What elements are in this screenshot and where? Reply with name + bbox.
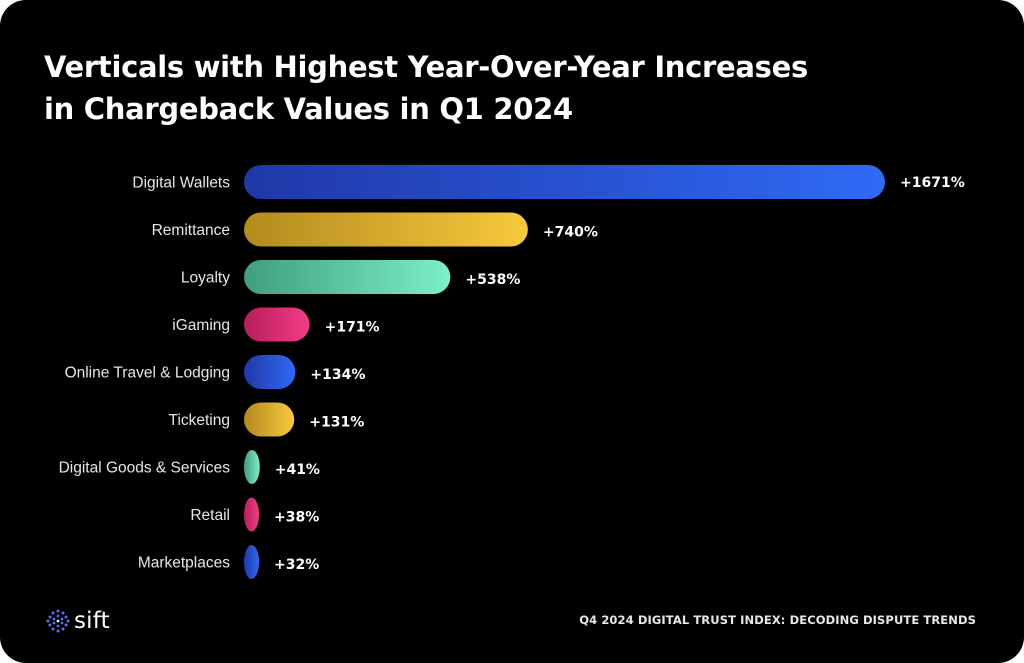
- bar-retail: [244, 497, 259, 532]
- bar-remittance: [244, 212, 528, 247]
- value-label: +171%: [325, 320, 380, 336]
- category-label: Online Travel & Lodging: [65, 365, 230, 382]
- chart-title-line-2: in Chargeback Values in Q1 2024: [44, 92, 573, 126]
- category-label: iGaming: [172, 317, 230, 334]
- chart-title-line-1: Verticals with Highest Year-Over-Year In…: [44, 50, 808, 84]
- chart-title: Verticals with Highest Year-Over-Year In…: [44, 46, 944, 130]
- category-label: Retail: [190, 507, 230, 524]
- value-label: +38%: [274, 510, 319, 526]
- sift-logo: sift: [46, 606, 110, 636]
- category-label: Loyalty: [181, 270, 230, 287]
- value-label: +740%: [543, 225, 598, 241]
- bar-igaming: [244, 307, 310, 342]
- value-label: +131%: [309, 415, 364, 431]
- value-label: +538%: [465, 272, 520, 288]
- category-label: Ticketing: [169, 412, 230, 429]
- bar-ticketing: [244, 402, 295, 437]
- logo-wordmark: sift: [74, 608, 110, 634]
- category-label: Digital Goods & Services: [59, 460, 231, 477]
- footer-source: Q4 2024 DIGITAL TRUST INDEX: DECODING DI…: [579, 613, 976, 627]
- sift-dots-icon: [46, 609, 70, 633]
- bar-digital-goods-services: [244, 450, 260, 484]
- value-label: +32%: [274, 557, 319, 573]
- category-label: Remittance: [152, 222, 230, 239]
- value-label: +41%: [275, 462, 320, 478]
- value-label: +1671%: [900, 175, 965, 191]
- bar-digital-wallets: [244, 165, 885, 199]
- category-label: Digital Wallets: [132, 175, 230, 192]
- bar-marketplaces: [244, 545, 259, 579]
- category-label: Marketplaces: [138, 555, 230, 572]
- bar-online-travel-lodging: [244, 355, 296, 389]
- bar-loyalty: [244, 260, 451, 294]
- value-label: +134%: [310, 367, 365, 383]
